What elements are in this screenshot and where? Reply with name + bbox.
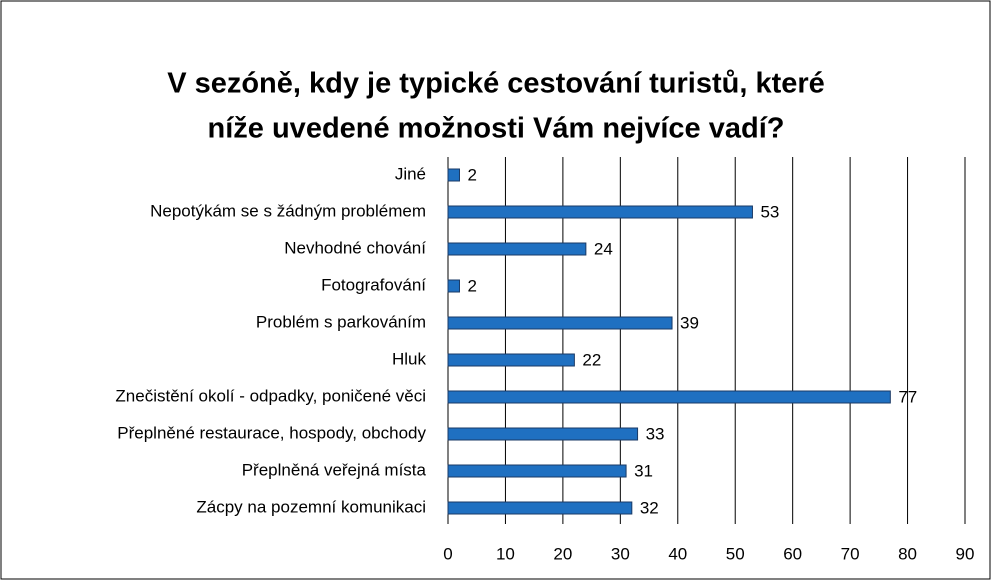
x-tick-label: 60 <box>783 544 802 563</box>
data-label: 22 <box>582 350 601 369</box>
bar <box>447 205 753 219</box>
data-label: 2 <box>467 165 476 184</box>
x-tick-label: 80 <box>898 544 917 563</box>
x-tick-label: 0 <box>443 544 452 563</box>
y-tick-label: Znečistění okolí - odpadky, poničené věc… <box>115 386 426 405</box>
y-tick-label: Přeplněná veřejná místa <box>242 460 427 479</box>
bar <box>447 316 673 330</box>
data-label: 39 <box>680 313 699 332</box>
x-tick-label: 20 <box>553 544 572 563</box>
data-label: 2 <box>467 276 476 295</box>
y-tick-label: Fotografování <box>321 275 426 294</box>
y-tick-label: Zácpy na pozemní komunikaci <box>196 497 426 516</box>
x-tick-label: 30 <box>611 544 630 563</box>
bar <box>447 353 575 367</box>
data-label: 33 <box>646 424 665 443</box>
x-tick-label: 40 <box>668 544 687 563</box>
bar <box>447 427 639 441</box>
y-tick-label: Nepotýkám se s žádným problémem <box>150 201 426 220</box>
y-tick-label: Nevhodné chování <box>284 238 426 257</box>
y-tick-label: Hluk <box>392 349 427 368</box>
y-tick-label: Jiné <box>395 164 426 183</box>
x-tick-label: 90 <box>956 544 975 563</box>
data-label: 53 <box>760 202 779 221</box>
chart-title: V sezóně, kdy je typické cestování turis… <box>167 68 825 100</box>
bar <box>447 501 633 515</box>
bar <box>447 279 460 293</box>
x-tick-label: 10 <box>496 544 515 563</box>
x-tick-label: 70 <box>841 544 860 563</box>
bar <box>447 464 627 478</box>
y-tick-label: Přeplněné restaurace, hospody, obchody <box>117 423 426 442</box>
data-label: 31 <box>634 461 653 480</box>
x-tick-label: 50 <box>726 544 745 563</box>
bar <box>447 168 460 182</box>
data-label: 77 <box>898 387 917 406</box>
data-label: 32 <box>640 498 659 517</box>
y-tick-label: Problém s parkováním <box>256 312 426 331</box>
data-label: 24 <box>594 239 613 258</box>
chart-title: níže uvedené možnosti Vám nejvíce vadí? <box>208 113 785 145</box>
bar <box>447 390 891 404</box>
bar <box>447 242 587 256</box>
